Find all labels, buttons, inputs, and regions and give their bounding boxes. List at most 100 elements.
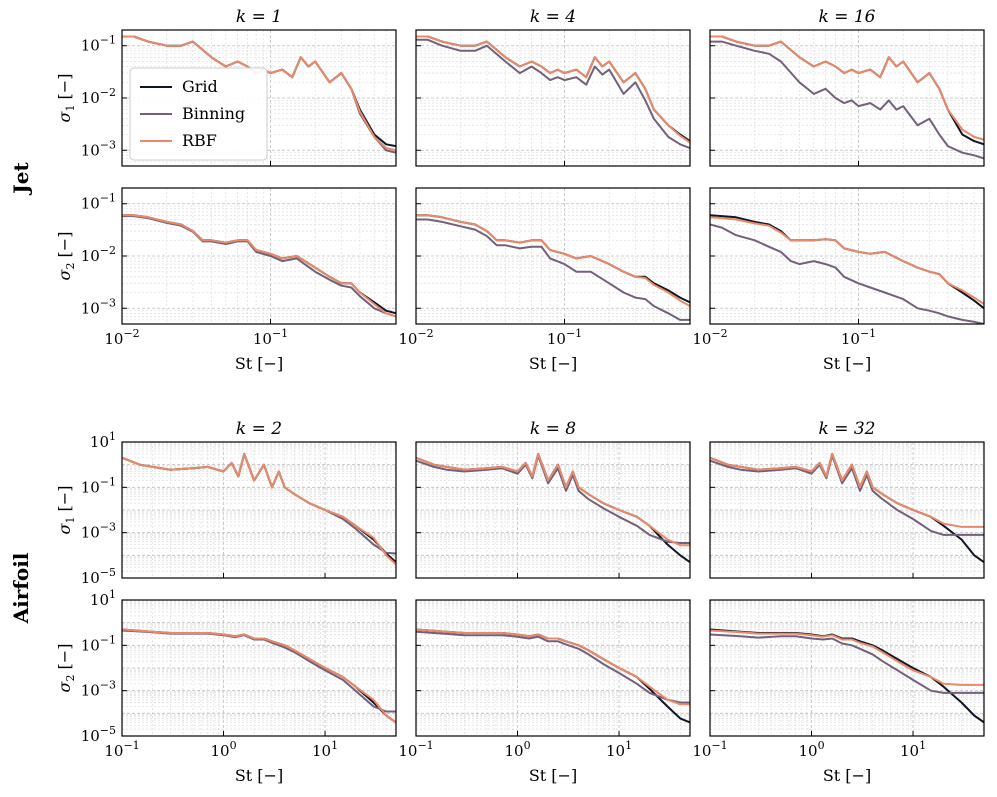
series-line-grid bbox=[122, 452, 396, 563]
x-tick-label: 10−2 bbox=[398, 327, 433, 348]
y-tick-label: 10−5 bbox=[81, 566, 116, 587]
grid bbox=[415, 187, 690, 325]
subplot-8: k = 8 bbox=[415, 419, 691, 579]
legend: Grid Binning RBF bbox=[129, 67, 268, 161]
y-tick-label: 10−5 bbox=[81, 724, 116, 745]
subplot-12: 10−1 100 101 St [−] bbox=[692, 599, 985, 785]
row-label-jet: Jet bbox=[9, 162, 33, 196]
y-tick-label: 101 bbox=[90, 588, 116, 609]
series-line-rbf bbox=[122, 628, 396, 724]
plot-frame bbox=[709, 441, 985, 579]
series-line-binning bbox=[416, 454, 690, 544]
y-tick-label: 10−1 bbox=[81, 475, 116, 496]
series-line-rbf bbox=[416, 628, 690, 706]
y-axis-label: σ1 [−] bbox=[55, 74, 77, 123]
x-tick-label: 100 bbox=[210, 739, 236, 760]
series-line-grid bbox=[416, 628, 690, 724]
series-line-rbf bbox=[416, 452, 690, 547]
x-axis-label: St [−] bbox=[235, 354, 283, 373]
series-line-rbf bbox=[710, 452, 984, 528]
series-line-grid bbox=[710, 214, 984, 310]
x-tick-label: 101 bbox=[900, 739, 926, 760]
subplot-title: k = 2 bbox=[236, 419, 282, 439]
y-tick-label: 10−3 bbox=[81, 296, 116, 317]
series-line-binning bbox=[710, 223, 984, 324]
x-tick-label: 100 bbox=[504, 739, 530, 760]
series-line-grid bbox=[122, 628, 396, 724]
legend-label-grid: Grid bbox=[182, 77, 218, 96]
x-axis-label: St [−] bbox=[235, 766, 283, 785]
subplot-title: k = 1 bbox=[236, 7, 282, 27]
series-line-binning bbox=[710, 633, 984, 694]
y-tick-label: 10−3 bbox=[81, 679, 116, 700]
x-tick-label: 10−2 bbox=[104, 327, 139, 348]
y-tick-label: 10−1 bbox=[81, 34, 116, 55]
y-axis-label: σ1 [−] bbox=[55, 486, 77, 535]
legend-box bbox=[129, 67, 268, 161]
series-line-rbf bbox=[416, 214, 690, 307]
series-line-binning bbox=[416, 630, 690, 704]
subplot-5: 10−2 10−1 St [−] bbox=[398, 187, 691, 373]
plot-frame bbox=[415, 599, 691, 737]
plot-frame bbox=[415, 441, 691, 579]
x-tick-label: 10−1 bbox=[253, 327, 288, 348]
y-tick-label: 10−2 bbox=[81, 244, 116, 265]
grid bbox=[415, 441, 691, 579]
grid bbox=[121, 187, 396, 325]
series-line-binning bbox=[710, 454, 984, 536]
series-line-grid bbox=[710, 35, 984, 146]
x-axis-label: St [−] bbox=[823, 354, 871, 373]
series-line-rbf bbox=[710, 629, 984, 686]
x-tick-label: 100 bbox=[798, 739, 824, 760]
y-tick-label: 10−3 bbox=[81, 521, 116, 542]
series-line-binning bbox=[416, 218, 690, 321]
series-line-rbf bbox=[122, 214, 396, 318]
subplot-9: k = 32 bbox=[709, 419, 985, 579]
x-tick-label: 10−1 bbox=[692, 739, 727, 760]
row-label-airfoil: Airfoil bbox=[9, 552, 33, 624]
x-axis-label: St [−] bbox=[823, 766, 871, 785]
subplot-title: k = 32 bbox=[819, 419, 876, 439]
x-tick-label: 10−1 bbox=[547, 327, 582, 348]
series-line-rbf bbox=[710, 35, 984, 141]
series-line-rbf bbox=[710, 216, 984, 305]
subplot-6: 10−2 10−1 St [−] bbox=[692, 187, 985, 373]
grid bbox=[709, 441, 985, 579]
subplot-11: 10−1 100 101 St [−] bbox=[398, 599, 691, 785]
grid bbox=[121, 599, 397, 737]
y-tick-label: 10−1 bbox=[81, 192, 116, 213]
y-tick-label: 10−1 bbox=[81, 633, 116, 654]
y-tick-label: 10−3 bbox=[81, 138, 116, 159]
subplot-7: 101 10−1 10−3 10−5 k = 2 σ1 [−] bbox=[55, 419, 397, 587]
x-tick-label: 10−1 bbox=[104, 739, 139, 760]
y-tick-label: 101 bbox=[90, 430, 116, 451]
plot-frame bbox=[709, 599, 985, 737]
x-tick-label: 10−1 bbox=[841, 327, 876, 348]
subplot-3: k = 16 bbox=[709, 7, 985, 167]
legend-label-binning: Binning bbox=[182, 104, 245, 123]
x-axis-label: St [−] bbox=[529, 766, 577, 785]
plot-frame bbox=[121, 441, 397, 579]
x-tick-label: 10−1 bbox=[398, 739, 433, 760]
grid bbox=[415, 599, 691, 737]
series-line-rbf bbox=[122, 35, 396, 152]
subplot-title: k = 4 bbox=[530, 7, 576, 27]
y-tick-label: 10−2 bbox=[81, 86, 116, 107]
subplot-4: 10−110−210−310−2 10−1σ2 [−]St [−] bbox=[55, 187, 397, 373]
subplot-title: k = 8 bbox=[530, 419, 576, 439]
x-tick-label: 101 bbox=[606, 739, 632, 760]
series-line-binning bbox=[122, 215, 396, 318]
y-axis-label: σ2 [−] bbox=[55, 232, 77, 281]
x-axis-label: St [−] bbox=[529, 354, 577, 373]
grid bbox=[709, 187, 984, 325]
plot-frame bbox=[121, 599, 397, 737]
grid bbox=[709, 599, 985, 737]
subplot-2: k = 4 bbox=[415, 7, 691, 167]
series-line-binning bbox=[416, 38, 690, 150]
x-tick-label: 10−2 bbox=[692, 327, 727, 348]
subplot-title: k = 16 bbox=[819, 7, 876, 27]
series-line-rbf bbox=[416, 35, 690, 144]
series-line-binning bbox=[710, 40, 984, 160]
